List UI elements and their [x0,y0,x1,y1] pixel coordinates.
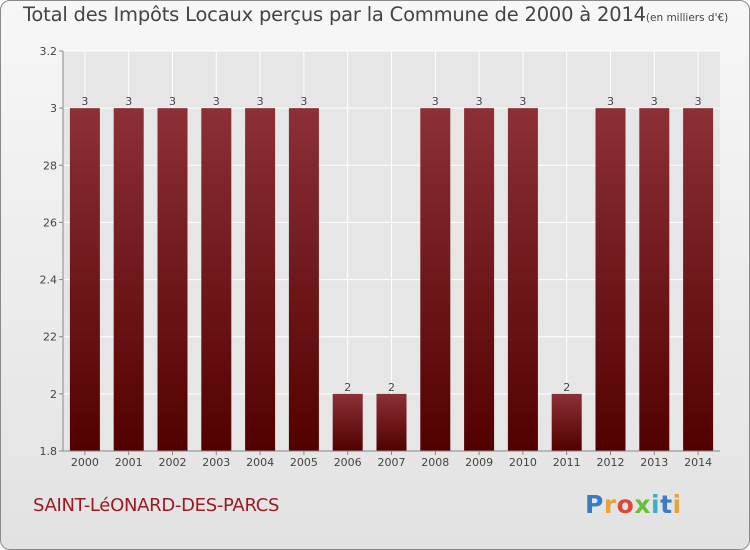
brand-letter: i [672,490,682,519]
x-tick-label: 2007 [378,456,406,469]
bar-value-label: 2 [344,381,351,394]
bar [683,108,714,452]
y-tick-label: 28 [43,159,57,172]
bar-value-label: 3 [432,95,439,108]
x-tick-label: 2006 [334,456,362,469]
brand-letter: o [616,490,635,519]
x-tick-label: 2009 [465,456,493,469]
bar-value-label: 3 [81,95,88,108]
bar [376,393,407,451]
y-tick-label: 2.4 [40,274,58,287]
y-tick-label: 3.2 [40,45,58,58]
x-tick-label: 2003 [202,456,230,469]
brand-letter: i [651,490,661,519]
bar [551,393,582,451]
bar [113,108,144,452]
bar-value-label: 2 [388,381,395,394]
bar-value-label: 3 [519,95,526,108]
y-tick-label: 3 [50,102,57,115]
bar [69,108,100,452]
bar-value-label: 3 [125,95,132,108]
y-tick-label: 26 [43,216,57,229]
x-tick-label: 2005 [290,456,318,469]
bar-value-label: 3 [695,95,702,108]
bar-value-label: 3 [213,95,220,108]
x-tick-label: 2010 [509,456,537,469]
x-tick-label: 2012 [597,456,625,469]
bar-value-label: 3 [169,95,176,108]
x-tick-label: 2000 [71,456,99,469]
bar-value-label: 3 [300,95,307,108]
chart-title: Total des Impôts Locaux perçus par la Co… [23,3,728,26]
brand-letter: r [603,490,617,519]
bar-value-label: 3 [476,95,483,108]
commune-name: SAINT-LéONARD-DES-PARCS [33,495,280,516]
bar-value-label: 2 [563,381,570,394]
x-tick-label: 2001 [115,456,143,469]
bar [288,108,319,452]
bar [332,393,363,451]
chart-unit: (en milliers d'€) [645,12,729,24]
bar-value-label: 3 [651,95,658,108]
x-tick-label: 2004 [246,456,274,469]
brand-letter: P [585,490,604,519]
bar [595,108,626,452]
bar [201,108,232,452]
x-tick-label: 2014 [684,456,712,469]
bar [507,108,538,452]
brand-letter: x [634,490,651,519]
brand-letter: t [660,490,673,519]
x-tick-label: 2008 [421,456,449,469]
y-tick-label: 1.8 [40,445,58,458]
proxiti-logo: Proxiti [585,490,682,519]
bar [245,108,276,452]
y-tick-label: 22 [43,331,57,344]
bar [420,108,451,452]
y-tick-label: 2 [50,388,57,401]
chart-title-text: Total des Impôts Locaux perçus par la Co… [23,3,646,26]
bar [157,108,188,452]
bar-value-label: 3 [257,95,264,108]
bar [464,108,495,452]
bar [639,108,670,452]
x-tick-label: 2013 [640,456,668,469]
bar-value-label: 3 [607,95,614,108]
x-tick-label: 2011 [553,456,581,469]
x-tick-label: 2002 [159,456,187,469]
